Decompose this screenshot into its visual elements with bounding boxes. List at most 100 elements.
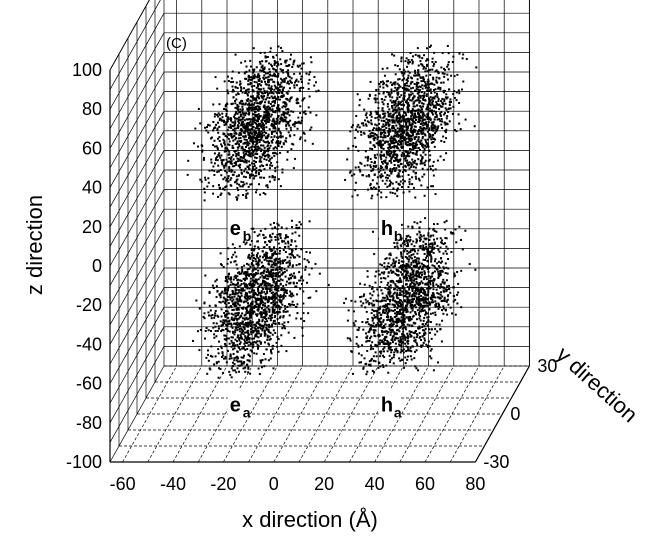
data-point — [255, 278, 258, 281]
data-point — [393, 338, 396, 341]
data-point — [228, 143, 231, 146]
data-point — [222, 321, 225, 324]
data-point — [235, 263, 238, 266]
data-point — [256, 102, 259, 105]
data-point — [286, 65, 289, 68]
data-point — [236, 124, 239, 127]
data-point — [254, 138, 257, 141]
data-point — [282, 316, 285, 319]
data-point — [254, 127, 257, 130]
data-point — [226, 136, 229, 139]
data-point — [244, 335, 247, 338]
data-point — [252, 294, 255, 297]
data-point — [220, 291, 223, 294]
data-point — [231, 341, 234, 344]
data-point — [429, 96, 432, 99]
data-point — [419, 109, 422, 112]
data-point — [405, 88, 408, 91]
data-point — [400, 57, 403, 60]
data-point — [287, 331, 290, 334]
data-point — [264, 241, 267, 244]
data-point — [218, 294, 221, 297]
data-point — [243, 328, 246, 331]
data-point — [421, 94, 424, 97]
data-point — [219, 187, 222, 190]
data-point — [244, 348, 247, 351]
data-point — [414, 146, 417, 149]
data-point — [435, 111, 438, 114]
data-point — [396, 93, 399, 96]
data-point — [250, 316, 253, 319]
data-point — [254, 329, 257, 332]
data-point — [253, 159, 256, 162]
data-point — [383, 134, 386, 137]
data-point — [281, 240, 284, 243]
data-point — [298, 89, 301, 92]
data-point — [262, 276, 265, 279]
data-point — [241, 108, 244, 111]
data-point — [381, 311, 384, 314]
data-point — [236, 367, 239, 370]
data-point — [357, 149, 360, 152]
data-point — [408, 94, 411, 97]
data-point — [401, 136, 404, 139]
data-point — [213, 127, 216, 130]
data-point — [277, 258, 280, 261]
data-point — [272, 127, 275, 130]
data-point — [250, 285, 253, 288]
data-point — [421, 120, 424, 123]
data-point — [290, 292, 293, 295]
data-point — [354, 136, 357, 139]
data-point — [276, 161, 279, 164]
data-point — [230, 316, 233, 319]
data-point — [274, 238, 277, 241]
data-point — [395, 153, 398, 156]
data-point — [390, 90, 393, 93]
data-point — [202, 315, 205, 318]
data-point — [282, 293, 285, 296]
data-point — [227, 116, 230, 119]
data-point — [251, 300, 254, 303]
data-point — [396, 109, 399, 112]
data-point — [247, 110, 250, 113]
left-wall-gridline — [109, 307, 165, 404]
data-point — [271, 263, 274, 266]
data-point — [277, 289, 280, 292]
data-point — [264, 83, 267, 86]
data-point — [254, 281, 257, 284]
data-point — [308, 78, 311, 81]
data-point — [402, 310, 405, 313]
data-point — [243, 148, 246, 151]
data-point — [268, 330, 271, 333]
data-point — [260, 137, 263, 140]
data-point — [263, 104, 266, 107]
data-point — [225, 344, 228, 347]
data-point — [238, 134, 241, 137]
data-point — [274, 268, 277, 271]
data-point — [291, 303, 294, 306]
data-point — [274, 303, 277, 306]
data-point — [396, 127, 399, 130]
data-point — [261, 320, 264, 323]
data-point — [430, 91, 433, 94]
data-point — [385, 140, 388, 143]
data-point — [395, 117, 398, 120]
data-point — [223, 292, 226, 295]
data-point — [251, 162, 254, 165]
data-point — [299, 136, 302, 139]
data-point — [453, 129, 456, 132]
data-point — [398, 140, 401, 143]
data-point — [263, 66, 266, 69]
data-point — [382, 116, 385, 119]
data-point — [263, 89, 266, 92]
data-point — [244, 321, 247, 324]
data-point — [406, 118, 409, 121]
data-point — [254, 300, 257, 303]
data-point — [412, 102, 415, 105]
data-point — [417, 69, 420, 72]
data-point — [298, 271, 301, 274]
data-point — [420, 273, 423, 276]
data-point — [397, 174, 400, 177]
data-point — [203, 187, 206, 190]
data-point — [373, 160, 376, 163]
